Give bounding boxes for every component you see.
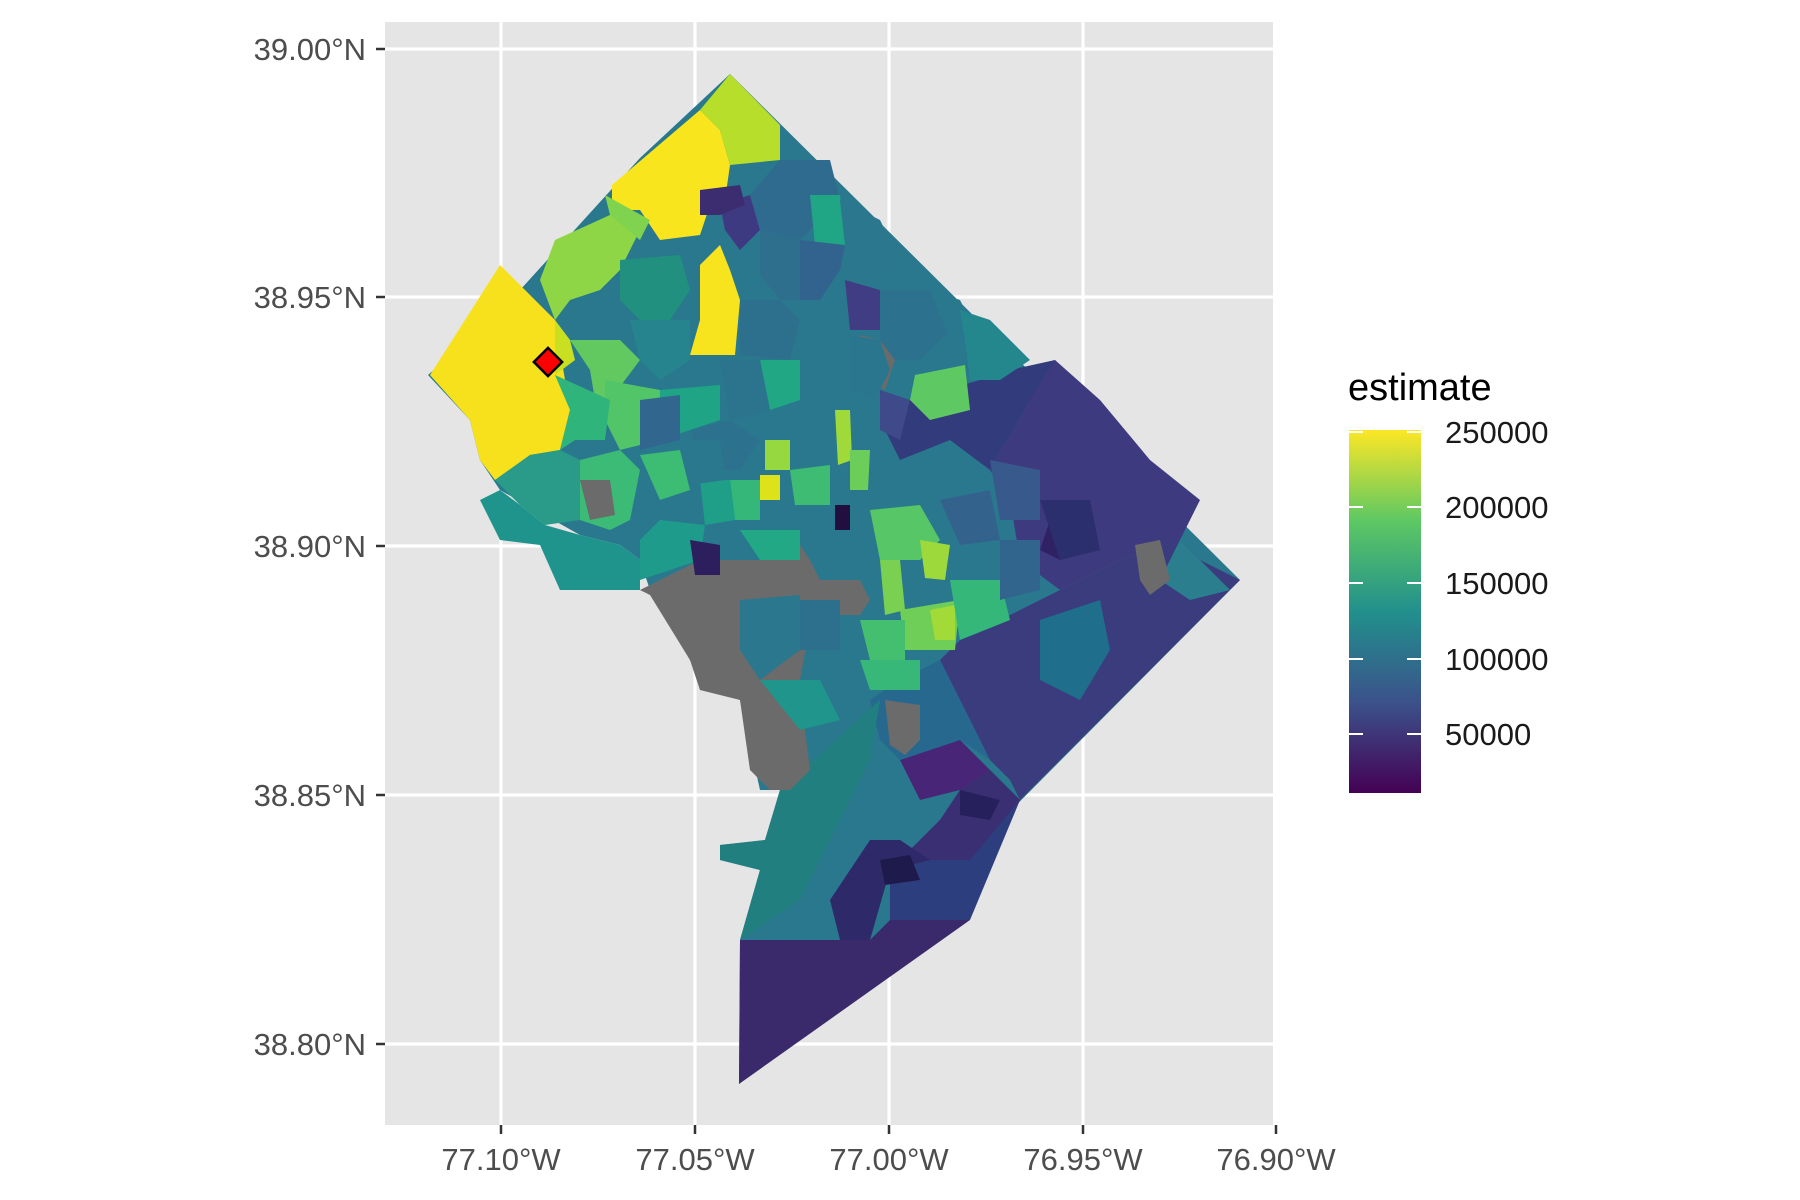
y-tick-label: 38.80°N bbox=[254, 1027, 366, 1062]
tract-region bbox=[495, 450, 580, 525]
tract-regions bbox=[430, 74, 1240, 1084]
legend-label: 50000 bbox=[1445, 717, 1531, 752]
tract-region bbox=[840, 200, 900, 290]
tract-region bbox=[430, 265, 570, 480]
legend-title: estimate bbox=[1348, 367, 1492, 409]
tract-region bbox=[990, 360, 1200, 590]
tract-region bbox=[570, 340, 640, 400]
tract-region bbox=[555, 375, 610, 450]
y-axis-labels: 39.00°N 38.95°N 38.90°N 38.85°N 38.80°N bbox=[254, 32, 366, 1062]
tract-region bbox=[1040, 600, 1110, 700]
tract-region bbox=[835, 410, 852, 465]
tract-region bbox=[540, 215, 640, 320]
legend: estimate 250000 200000 150000 100000 500… bbox=[1348, 367, 1548, 793]
tract-region bbox=[850, 450, 870, 490]
tract-region bbox=[845, 280, 880, 330]
legend-label: 100000 bbox=[1445, 642, 1548, 677]
x-tick-label: 77.10°W bbox=[441, 1142, 561, 1177]
tract-region bbox=[690, 540, 720, 575]
tract-region bbox=[800, 240, 845, 300]
tract-region bbox=[810, 195, 845, 245]
tract-region bbox=[740, 300, 800, 360]
tract-region bbox=[740, 595, 800, 680]
tract-region bbox=[950, 580, 1010, 640]
tract-region bbox=[605, 195, 650, 240]
missing-tract bbox=[1135, 540, 1170, 595]
tract-region bbox=[640, 520, 705, 580]
tract-region bbox=[800, 360, 845, 410]
tract-region bbox=[765, 440, 790, 470]
tract-region bbox=[930, 605, 955, 640]
tract-region bbox=[620, 255, 690, 320]
legend-label: 200000 bbox=[1445, 490, 1548, 525]
tract-region bbox=[860, 620, 905, 660]
tract-region bbox=[850, 335, 890, 400]
tract-region bbox=[880, 390, 910, 440]
legend-colorbar bbox=[1349, 430, 1421, 793]
tract-region bbox=[630, 320, 690, 380]
legend-label: 250000 bbox=[1445, 415, 1548, 450]
x-tick-label: 76.95°W bbox=[1023, 1142, 1143, 1177]
y-tick-label: 38.90°N bbox=[254, 529, 366, 564]
tract-region bbox=[880, 560, 905, 615]
tract-region bbox=[920, 540, 950, 580]
tract-region bbox=[640, 450, 690, 500]
tract-region bbox=[760, 360, 800, 410]
tract-region bbox=[890, 770, 1020, 870]
axis-ticks bbox=[376, 47, 1278, 1134]
tract-region bbox=[739, 920, 970, 1084]
tract-region bbox=[700, 480, 735, 525]
tract-region bbox=[910, 365, 970, 420]
tract-region bbox=[1000, 540, 1040, 600]
tract-region bbox=[990, 460, 1040, 520]
tract-region bbox=[1160, 540, 1230, 600]
missing-tract bbox=[885, 700, 920, 755]
tract-region bbox=[880, 855, 920, 885]
x-tick-label: 76.90°W bbox=[1216, 1142, 1336, 1177]
tract-region bbox=[760, 680, 840, 730]
tract-region bbox=[900, 740, 990, 800]
tract-region bbox=[835, 505, 850, 530]
tract-region bbox=[740, 530, 800, 560]
tract-region bbox=[790, 465, 830, 505]
tract-region bbox=[760, 475, 780, 500]
tract-region bbox=[580, 480, 615, 520]
legend-label: 150000 bbox=[1445, 566, 1548, 601]
y-tick-label: 39.00°N bbox=[254, 32, 366, 67]
tract-region bbox=[960, 310, 1030, 380]
tract-region bbox=[700, 185, 745, 215]
tract-region bbox=[730, 480, 760, 520]
tract-region bbox=[700, 74, 780, 165]
tract-region bbox=[680, 440, 725, 485]
tract-region bbox=[720, 360, 770, 420]
tract-region bbox=[480, 490, 640, 590]
tract-region bbox=[720, 700, 880, 940]
district-outline bbox=[428, 74, 1240, 1084]
tract-region bbox=[940, 490, 1000, 545]
tract-region bbox=[860, 660, 920, 690]
tract-region bbox=[880, 290, 950, 360]
x-axis-labels: 77.10°W 77.05°W 77.00°W 76.95°W 76.90°W bbox=[441, 1142, 1336, 1177]
tract-region bbox=[760, 230, 800, 300]
x-tick-label: 77.05°W bbox=[635, 1142, 755, 1177]
tract-region bbox=[540, 280, 575, 375]
tract-region bbox=[960, 790, 1000, 820]
location-marker bbox=[532, 346, 564, 378]
tract-region bbox=[690, 245, 740, 355]
tract-region bbox=[640, 395, 680, 450]
y-tick-label: 38.85°N bbox=[254, 778, 366, 813]
tract-region bbox=[885, 360, 1055, 470]
x-tick-label: 77.00°W bbox=[829, 1142, 949, 1177]
tract-region bbox=[800, 600, 840, 650]
y-tick-label: 38.95°N bbox=[254, 280, 366, 315]
tract-region bbox=[1040, 500, 1100, 560]
red-diamond-marker bbox=[532, 346, 564, 378]
